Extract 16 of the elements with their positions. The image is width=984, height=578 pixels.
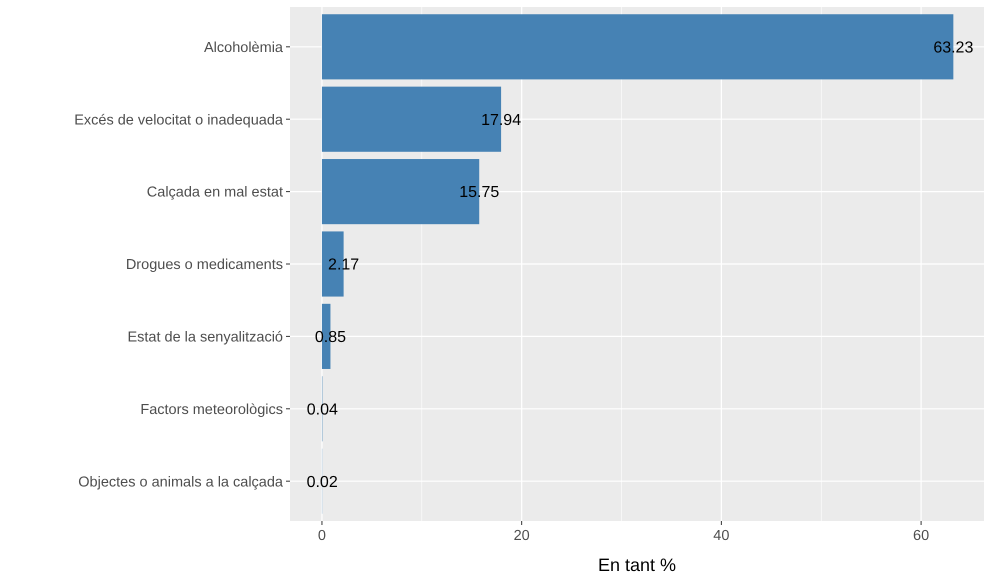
x-axis-title: En tant % <box>598 555 676 575</box>
x-tick-label: 60 <box>913 528 930 544</box>
x-tick-label: 0 <box>318 528 326 544</box>
x-tick-label: 40 <box>713 528 730 544</box>
y-tick-label: Calçada en mal estat <box>146 184 283 201</box>
data-label: 2.17 <box>328 256 360 274</box>
x-tick-label: 20 <box>514 528 530 544</box>
y-tick-label: Objectes o animals a la calçada <box>78 474 284 490</box>
data-label: 0.02 <box>306 474 338 491</box>
y-tick-label: Factors meteorològics <box>140 402 283 418</box>
y-tick-label: Estat de la senyalització <box>127 329 283 346</box>
y-tick-label: Excés de velocitat o inadequada <box>74 112 284 128</box>
data-label: 63.23 <box>933 39 974 56</box>
data-label: 0.04 <box>306 401 338 418</box>
y-tick-label: Alcoholèmia <box>204 40 284 56</box>
y-tick-label: Drogues o medicaments <box>126 257 283 274</box>
